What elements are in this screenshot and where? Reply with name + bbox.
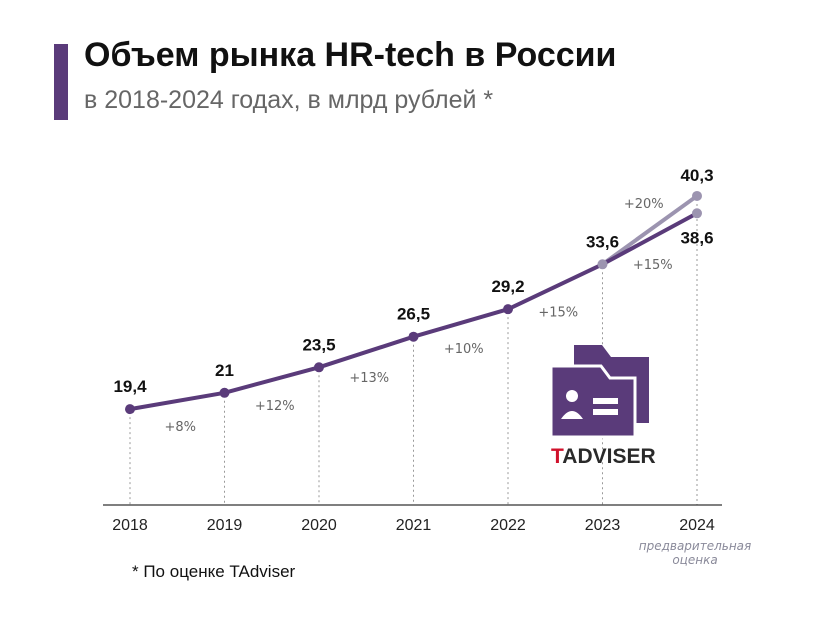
logo-text-dark: ADVISER <box>562 445 655 468</box>
x-tick-label: 2023 <box>585 517 621 534</box>
x-tick-label: 2024 <box>679 517 715 534</box>
x-annotation-label: предварительная <box>639 539 752 553</box>
series-line-estimate <box>600 193 699 267</box>
data-label: 23,5 <box>302 335 335 354</box>
x-tick-label: 2021 <box>396 517 432 534</box>
data-label: 33,6 <box>586 232 619 251</box>
growth-label: +10% <box>444 342 484 357</box>
data-point <box>692 208 702 219</box>
folder-id-card-icon <box>549 345 649 439</box>
tadviser-logo: TADVISER <box>549 345 656 468</box>
data-label: 26,5 <box>397 305 430 324</box>
data-point <box>219 387 230 398</box>
logo-card-line <box>593 398 618 404</box>
data-point <box>408 331 419 342</box>
data-label-estimate: 40,3 <box>680 166 713 185</box>
x-tick-label: 2019 <box>207 517 243 534</box>
x-tick-label: 2018 <box>112 517 148 534</box>
data-point <box>597 259 608 270</box>
x-annotation-label: оценка <box>672 553 717 567</box>
data-point <box>125 404 135 415</box>
logo-person-head <box>566 390 578 402</box>
data-label: 38,6 <box>680 228 713 247</box>
logo-text: TADVISER <box>551 445 656 468</box>
logo-card-line <box>593 409 618 415</box>
growth-label: +15% <box>633 258 673 273</box>
data-point-estimate <box>692 190 702 201</box>
page-title: Объем рынка HR-tech в России <box>84 36 617 74</box>
growth-label: +12% <box>255 399 295 414</box>
logo-text-red: T <box>551 445 564 468</box>
footnote: * По оценке TAdviser <box>132 562 296 581</box>
x-tick-label: 2020 <box>301 517 337 534</box>
growth-label-estimate: +20% <box>624 197 664 212</box>
data-point <box>503 304 513 315</box>
title-accent-bar <box>54 44 68 120</box>
data-label: 21 <box>215 361 234 380</box>
growth-label: +13% <box>349 371 389 386</box>
data-point <box>314 362 324 373</box>
x-tick-label: 2022 <box>490 517 526 534</box>
page-subtitle: в 2018-2024 годах, в млрд рублей * <box>84 86 494 114</box>
growth-label: +15% <box>538 306 578 321</box>
growth-label: +8% <box>164 420 196 435</box>
data-label: 29,2 <box>491 277 524 296</box>
data-label: 19,4 <box>113 377 147 396</box>
logo-person-body <box>561 411 583 419</box>
